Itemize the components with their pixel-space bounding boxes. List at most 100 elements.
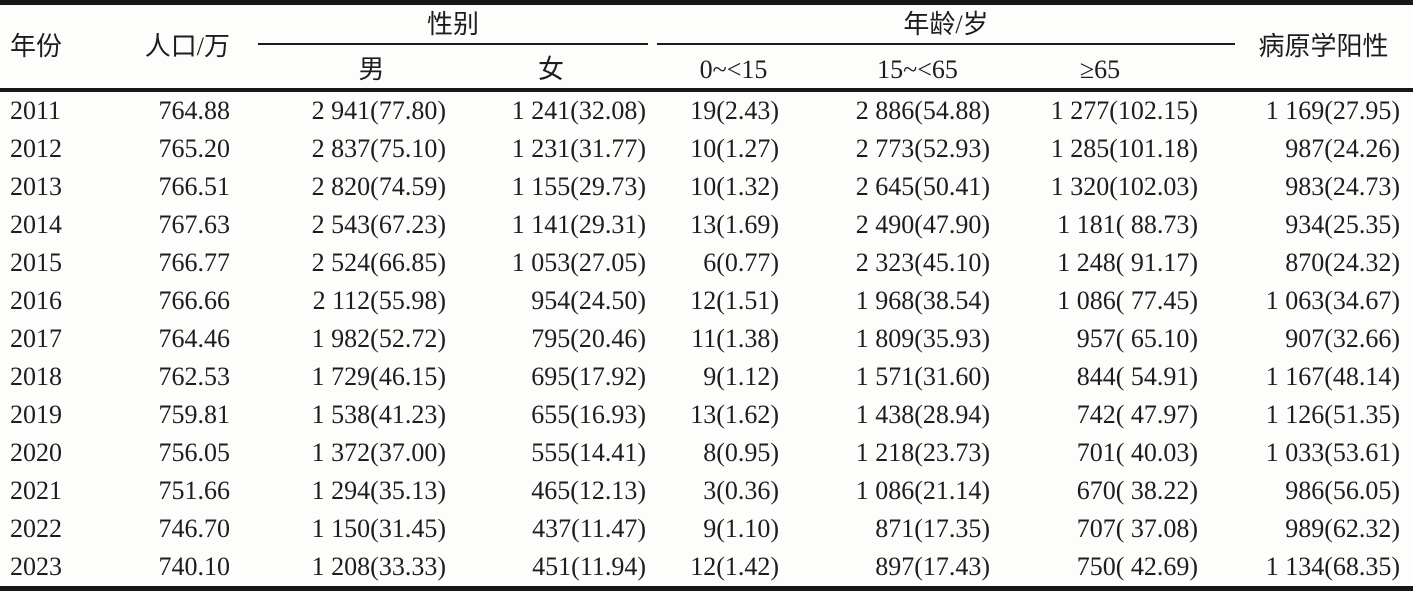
cell-age-0-15: 8(0.95) — [703, 438, 780, 467]
cell-year: 2014 — [10, 210, 62, 239]
table-row: 2022 746.70 1 150(31.45) 437(11.47) 9(1.10) 8… — [0, 510, 1413, 548]
table-row: 2015 766.77 2 524(66.85) 1 053(27.05) 6(0.77… — [0, 244, 1413, 282]
cell-age-65plus: 1 320(102.03) — [1050, 172, 1199, 201]
cell-age-65plus: 670( 38.22) — [1076, 476, 1199, 505]
cell-pathogen-positive: 987(24.26) — [1285, 134, 1401, 163]
cell-year: 2018 — [10, 362, 62, 391]
cell-year: 2020 — [10, 438, 62, 467]
cell-age-0-15: 19(2.43) — [690, 96, 780, 125]
cell-population: 764.46 — [158, 324, 231, 353]
cell-year: 2017 — [10, 324, 62, 353]
cell-pathogen-positive: 1 063(34.67) — [1265, 286, 1401, 315]
col-group-age: 年龄/岁 — [652, 3, 1240, 52]
cell-year: 2022 — [10, 514, 62, 543]
cell-age-15-65: 871(17.35) — [875, 514, 991, 543]
cell-pathogen-positive: 983(24.73) — [1285, 172, 1401, 201]
col-header-male: 男 — [358, 54, 385, 84]
cell-pathogen-positive: 907(32.66) — [1285, 324, 1401, 353]
table-row: 2016 766.66 2 112(55.98) 954(24.50) 12(1.51)… — [0, 282, 1413, 320]
cell-male: 1 150(31.45) — [311, 514, 446, 543]
cell-male: 1 729(46.15) — [311, 362, 446, 391]
cell-male: 2 941(77.80) — [311, 96, 446, 125]
header-row-subcolumns: 男 女 0~<15 15~<65 ≥65 — [0, 51, 1413, 90]
cell-year: 2013 — [10, 172, 62, 201]
cell-male: 2 837(75.10) — [311, 134, 446, 163]
cell-female: 451(11.94) — [532, 552, 647, 581]
cell-pathogen-positive: 1 126(51.35) — [1265, 400, 1401, 429]
cell-population: 764.88 — [158, 96, 231, 125]
cell-age-0-15: 9(1.12) — [703, 362, 780, 391]
cell-population: 765.20 — [158, 134, 231, 163]
col-header-age-65plus: ≥65 — [1079, 54, 1121, 84]
cell-male: 1 372(37.00) — [311, 438, 446, 467]
cell-year: 2011 — [10, 96, 62, 125]
cell-age-15-65: 897(17.43) — [875, 552, 991, 581]
cell-age-65plus: 844( 54.91) — [1076, 362, 1199, 391]
cell-age-65plus: 701( 40.03) — [1076, 438, 1199, 467]
cell-population: 740.10 — [158, 552, 231, 581]
cell-population: 751.66 — [158, 476, 231, 505]
table-row: 2020 756.05 1 372(37.00) 555(14.41) 8(0.95) 1… — [0, 434, 1413, 472]
cell-age-65plus: 750( 42.69) — [1076, 552, 1199, 581]
cell-pathogen-positive: 1 167(48.14) — [1265, 362, 1401, 391]
cell-age-0-15: 3(0.36) — [703, 476, 780, 505]
cell-age-15-65: 2 886(54.88) — [855, 96, 991, 125]
cell-population: 767.63 — [158, 210, 231, 239]
cell-year: 2015 — [10, 248, 62, 277]
cell-male: 2 820(74.59) — [311, 172, 446, 201]
cell-female: 655(16.93) — [531, 400, 647, 429]
col-header-year: 年份 — [10, 31, 63, 61]
cell-age-65plus: 742( 47.97) — [1076, 400, 1199, 429]
table-row: 2011 764.88 2 941(77.80) 1 241(32.08) 19(2.4… — [0, 90, 1413, 130]
cell-female: 1 241(32.08) — [511, 96, 647, 125]
table-row: 2013 766.51 2 820(74.59) 1 155(29.73) 10(1.3… — [0, 168, 1413, 206]
cell-female: 1 231(31.77) — [511, 134, 647, 163]
cell-pathogen-positive: 1 169(27.95) — [1265, 96, 1401, 125]
cell-male: 1 982(52.72) — [311, 324, 446, 353]
cell-population: 759.81 — [158, 400, 231, 429]
cell-age-0-15: 9(1.10) — [703, 514, 780, 543]
cell-female: 795(20.46) — [531, 324, 647, 353]
cell-age-65plus: 1 181( 88.73) — [1057, 210, 1199, 239]
cell-age-0-15: 12(1.51) — [690, 286, 780, 315]
cell-male: 2 543(67.23) — [311, 210, 446, 239]
cell-age-15-65: 2 490(47.90) — [855, 210, 991, 239]
cell-population: 746.70 — [158, 514, 231, 543]
cell-age-15-65: 2 773(52.93) — [855, 134, 991, 163]
cell-age-15-65: 2 645(50.41) — [855, 172, 991, 201]
cell-age-65plus: 957( 65.10) — [1076, 324, 1199, 353]
cell-male: 1 208(33.33) — [311, 552, 446, 581]
cell-age-15-65: 1 218(23.73) — [855, 438, 991, 467]
cell-female: 555(14.41) — [531, 438, 647, 467]
cell-population: 766.77 — [158, 248, 231, 277]
cell-age-0-15: 6(0.77) — [703, 248, 780, 277]
cell-age-15-65: 2 323(45.10) — [855, 248, 991, 277]
cell-age-65plus: 1 248( 91.17) — [1057, 248, 1199, 277]
cell-female: 1 053(27.05) — [511, 248, 647, 277]
col-header-female: 女 — [538, 54, 565, 84]
cell-female: 1 155(29.73) — [511, 172, 647, 201]
cell-age-15-65: 1 571(31.60) — [855, 362, 991, 391]
cell-age-0-15: 10(1.32) — [690, 172, 780, 201]
table-row: 2017 764.46 1 982(52.72) 795(20.46) 11(1.38)… — [0, 320, 1413, 358]
cell-year: 2016 — [10, 286, 62, 315]
cell-age-15-65: 1 438(28.94) — [855, 400, 991, 429]
cell-year: 2019 — [10, 400, 62, 429]
cell-age-65plus: 1 285(101.18) — [1050, 134, 1199, 163]
cell-age-65plus: 1 086( 77.45) — [1057, 286, 1199, 315]
cell-age-65plus: 1 277(102.15) — [1050, 96, 1199, 125]
cell-age-15-65: 1 086(21.14) — [855, 476, 991, 505]
cell-population: 766.51 — [158, 172, 231, 201]
col-header-pathogen-positive: 病原学阳性 — [1258, 31, 1389, 61]
table-row: 2014 767.63 2 543(67.23) 1 141(29.31) 13(1.6… — [0, 206, 1413, 244]
cell-pathogen-positive: 989(62.32) — [1285, 514, 1401, 543]
header-row-groups: 年份 人口/万 性别 年龄/岁 病原学阳性 — [0, 3, 1413, 59]
cell-year: 2021 — [10, 476, 62, 505]
cell-year: 2012 — [10, 134, 62, 163]
cell-population: 766.66 — [158, 286, 231, 315]
table-row: 2023 740.10 1 208(33.33) 451(11.94) 12(1.42)… — [0, 548, 1413, 589]
cell-pathogen-positive: 1 033(53.61) — [1265, 438, 1401, 467]
cell-age-0-15: 12(1.42) — [690, 552, 780, 581]
